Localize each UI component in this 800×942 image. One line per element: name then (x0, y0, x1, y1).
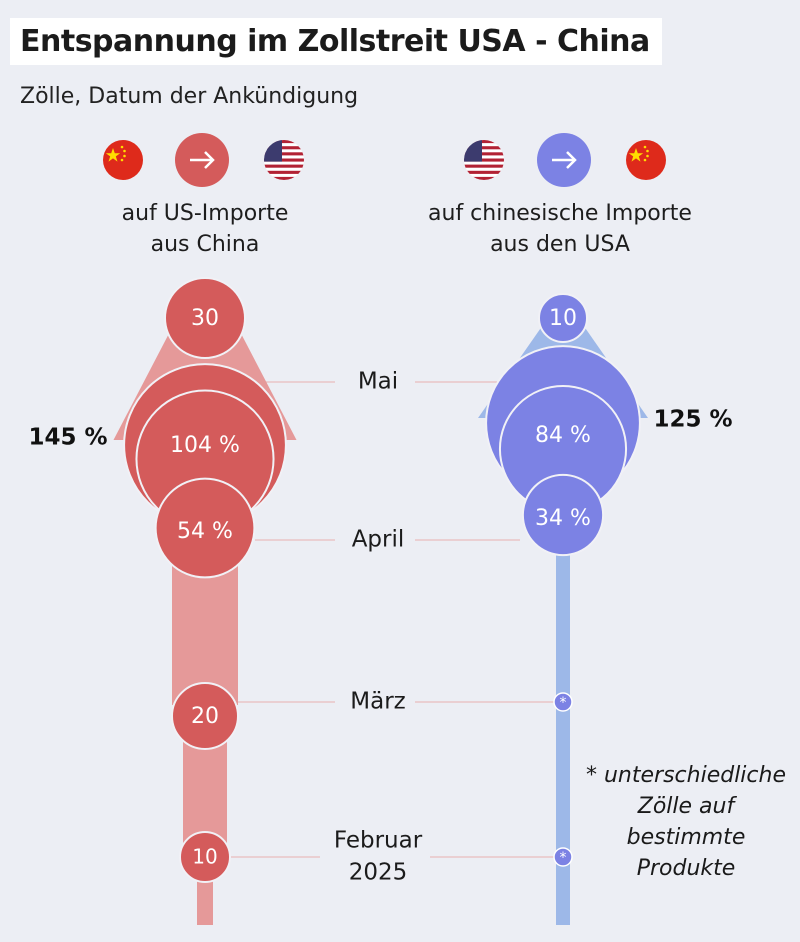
china-flag-icon (626, 140, 666, 180)
right-column-header: auf chinesische Importe aus den USA (400, 198, 720, 260)
asterisk-marker (553, 692, 573, 712)
asterisk-label: * (560, 850, 567, 866)
bubble (179, 831, 231, 883)
footnote-line-3: bestimmte (626, 825, 746, 850)
footnote: * unterschiedliche Zölle auf bestimmte P… (572, 760, 800, 884)
total-label: 145 % (28, 425, 107, 451)
footnote-line-2: Zölle auf (637, 794, 735, 819)
arrow-right-icon (175, 133, 229, 187)
period-label: Mai (358, 369, 398, 395)
asterisk-label: * (560, 695, 567, 711)
asterisk-marker (553, 847, 573, 867)
bubble-label: 10 (549, 306, 577, 331)
usa-flag-icon (464, 140, 504, 180)
period-label: April (352, 527, 405, 553)
chart-title: Entspannung im Zollstreit USA - China (20, 24, 650, 59)
bubble-label: 34 % (535, 506, 591, 531)
right-header-line-2: aus den USA (490, 232, 630, 257)
bubble-label: 104 % (170, 433, 240, 458)
period-label: Februar (334, 828, 423, 854)
bubble-label: 10 (192, 845, 217, 869)
total-label: 125 % (653, 407, 732, 433)
left-header-line-2: aus China (150, 232, 260, 257)
bubble-label: 30 (191, 306, 219, 331)
bubble (164, 277, 246, 359)
left-header-line-1: auf US-Importe (121, 201, 289, 226)
bubble-label: 20 (191, 704, 219, 729)
bubble (171, 682, 239, 750)
period-label: März (350, 689, 405, 715)
bubble (154, 477, 256, 579)
period-label: 2025 (349, 860, 408, 886)
bubble (538, 293, 588, 343)
bubble-label: 54 % (177, 519, 233, 544)
title-box: Entspannung im Zollstreit USA - China (10, 18, 662, 65)
right-header-line-1: auf chinesische Importe (428, 201, 692, 226)
china-flag-icon (103, 140, 143, 180)
chart-subtitle: Zölle, Datum der Ankündigung (20, 84, 359, 109)
bubble (521, 473, 605, 557)
footnote-line-1: * unterschiedliche (586, 763, 786, 788)
usa-flag-icon (264, 140, 304, 180)
left-column-header: auf US-Importe aus China (80, 198, 330, 260)
bubble-label: 84 % (535, 423, 591, 448)
footnote-line-4: Produkte (636, 856, 736, 881)
stem-segment (556, 540, 570, 925)
arrow-right-icon (537, 133, 591, 187)
